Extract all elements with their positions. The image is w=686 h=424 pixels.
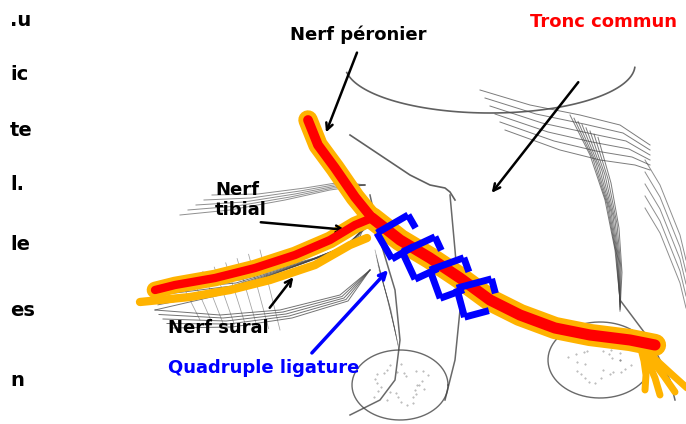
Text: Tronc commun: Tronc commun [530, 13, 677, 31]
Text: le: le [10, 235, 30, 254]
Text: Nerf sural: Nerf sural [168, 319, 269, 337]
Text: es: es [10, 301, 35, 320]
Text: Quadruple ligature: Quadruple ligature [168, 359, 359, 377]
Text: n: n [10, 371, 24, 390]
Text: Nerf
tibial: Nerf tibial [215, 181, 267, 219]
Text: l.: l. [10, 176, 24, 195]
Text: ic: ic [10, 65, 28, 84]
Text: Nerf péronier: Nerf péronier [289, 26, 426, 44]
Text: te: te [10, 120, 33, 139]
Text: .u: .u [10, 11, 32, 30]
